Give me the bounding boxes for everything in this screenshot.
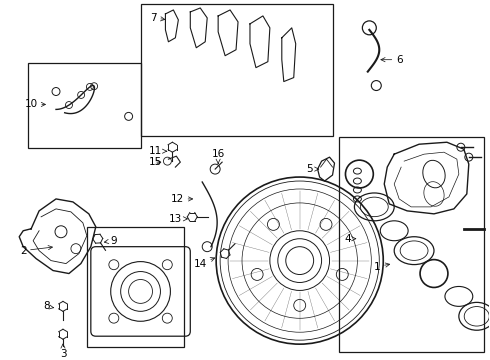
Text: 4: 4: [344, 234, 356, 244]
Bar: [141, 4, 333, 136]
Text: 2: 2: [20, 246, 52, 256]
Text: 5: 5: [306, 164, 319, 174]
Text: 16: 16: [212, 149, 225, 163]
Text: 7: 7: [150, 13, 165, 23]
Bar: [87, 227, 184, 347]
Text: 1: 1: [374, 262, 390, 271]
Text: 8: 8: [43, 301, 54, 311]
Text: 3: 3: [60, 344, 66, 359]
Text: 12: 12: [171, 194, 193, 204]
Text: 13: 13: [169, 214, 188, 224]
Bar: [340, 137, 484, 352]
Text: 9: 9: [104, 236, 117, 246]
Text: 15: 15: [149, 157, 162, 167]
Text: 11: 11: [149, 146, 167, 156]
Text: 6: 6: [381, 55, 402, 65]
Bar: [28, 63, 141, 148]
Text: 14: 14: [194, 257, 215, 269]
Text: 10: 10: [24, 99, 46, 109]
